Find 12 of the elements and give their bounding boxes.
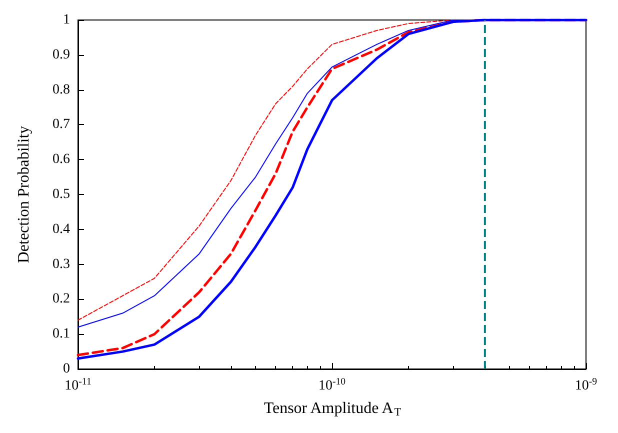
y-tick-label: 0 <box>63 362 70 376</box>
y-tick-label: 0.4 <box>52 222 70 237</box>
y-tick-label: 0.5 <box>52 187 70 202</box>
y-tick-label: 0.7 <box>52 117 70 132</box>
y-tick-label: 0.2 <box>52 292 70 307</box>
y-tick-label: 0.3 <box>52 256 70 272</box>
y-tick-label: 0.9 <box>52 47 70 62</box>
y-tick-label: 0.8 <box>52 82 70 98</box>
y-axis-title: Detection Probability <box>16 126 32 264</box>
y-tick-label: 1 <box>63 12 70 28</box>
y-tick-label: 0.6 <box>52 152 70 168</box>
y-tick-label: 0.1 <box>52 326 70 342</box>
